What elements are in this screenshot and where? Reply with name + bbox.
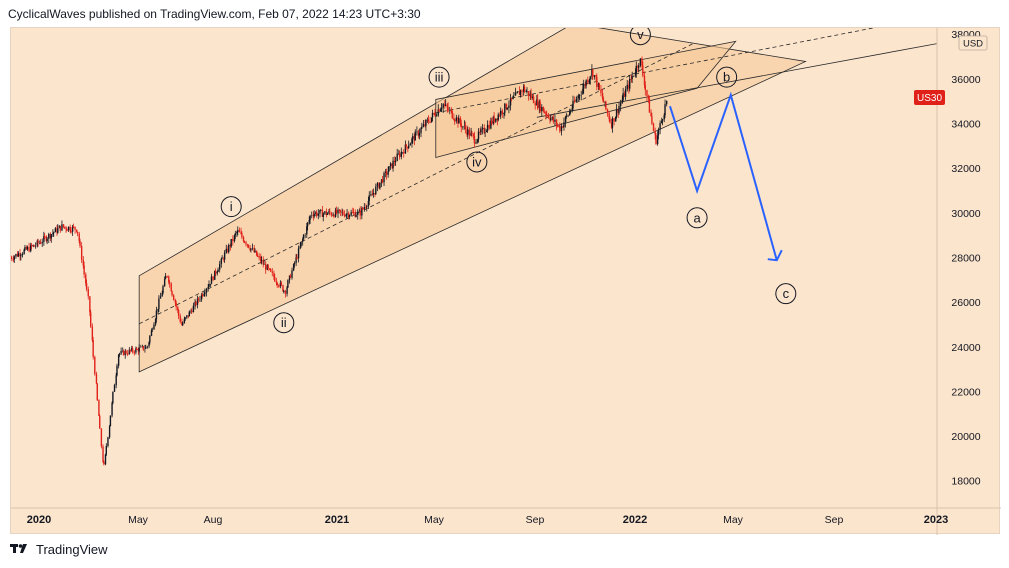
wave-label-text: b — [723, 70, 730, 85]
extension-line — [536, 43, 938, 118]
x-tick-label: 2020 — [27, 514, 51, 526]
y-tick-label: 22000 — [951, 386, 980, 398]
last-price-badge: US30 — [914, 90, 945, 105]
tradingview-logo-icon — [10, 544, 27, 553]
wave-label: ii — [273, 312, 295, 334]
wave-label-circle — [220, 196, 242, 218]
secondary-channel — [435, 40, 737, 159]
primary-midline — [138, 43, 694, 325]
wave-label-circle — [466, 151, 488, 173]
y-tick-label: 28000 — [951, 252, 980, 264]
wave-label-text: i — [230, 199, 233, 214]
wave-label: b — [716, 66, 738, 88]
primary-channel — [138, 23, 807, 373]
wave-label-text: c — [783, 286, 790, 301]
tradingview-label: TradingView — [36, 541, 108, 557]
wave-label: a — [686, 207, 708, 229]
channels-layer — [138, 23, 938, 373]
wave-label: c — [775, 283, 797, 305]
wave-label-circle — [686, 207, 708, 229]
wave-label-text: ii — [281, 315, 287, 330]
projection-line — [669, 91, 778, 261]
x-tick-label: 2021 — [325, 514, 349, 526]
x-tick-label: Sep — [526, 514, 545, 526]
currency-badge: USD — [958, 35, 988, 51]
footer-brand[interactable]: TradingView — [10, 541, 108, 557]
y-ticks: 18000 20000 22000 24000 26000 28000 30000 32000… — [951, 29, 980, 488]
y-tick-label: 32000 — [951, 163, 980, 175]
wave-label: i — [220, 196, 242, 218]
axes-layer — [11, 28, 1001, 535]
wave-label-circle — [775, 283, 797, 305]
wave-label-text: a — [693, 210, 701, 225]
wave-label-circle — [716, 66, 738, 88]
wave-label-text: v — [637, 28, 644, 42]
candles-layer — [10, 56, 668, 466]
projection-layer — [669, 91, 783, 262]
x-tick-label: May — [723, 514, 744, 526]
wave-label-text: iii — [435, 70, 444, 85]
y-tick-label: 18000 — [951, 476, 980, 488]
y-tick-label: 34000 — [951, 119, 980, 131]
x-tick-label: 2022 — [623, 514, 647, 526]
publisher-line: CyclicalWaves published on TradingView.c… — [8, 7, 421, 21]
wave-label: iv — [466, 151, 488, 173]
wave-label: iii — [428, 66, 450, 88]
wave-label-circle — [428, 66, 450, 88]
y-tick-label: 30000 — [951, 208, 980, 220]
symbol-label: US30 — [917, 93, 942, 104]
wave-label-text: iv — [472, 154, 482, 169]
x-tick-label: 2023 — [924, 514, 948, 526]
x-tick-label: May — [128, 514, 149, 526]
y-tick-label: 36000 — [951, 74, 980, 86]
secondary-midline — [435, 27, 873, 114]
wave-label-circle — [273, 312, 295, 334]
currency-label: USD — [963, 39, 983, 50]
y-tick-label: 20000 — [951, 431, 980, 443]
chart-area[interactable]: i ii iii iv v a b c 18000 20000 22000 24000 26000 28… — [10, 23, 1001, 535]
x-tick-label: May — [424, 514, 445, 526]
y-tick-label: 24000 — [951, 342, 980, 354]
x-tick-label: Sep — [825, 514, 844, 526]
x-ticks: 2020 May Aug 2021 May Sep 2022 May Sep 2023 — [27, 514, 948, 526]
x-tick-label: Aug — [204, 514, 223, 526]
y-tick-label: 26000 — [951, 297, 980, 309]
projection-arrowhead — [767, 249, 783, 262]
